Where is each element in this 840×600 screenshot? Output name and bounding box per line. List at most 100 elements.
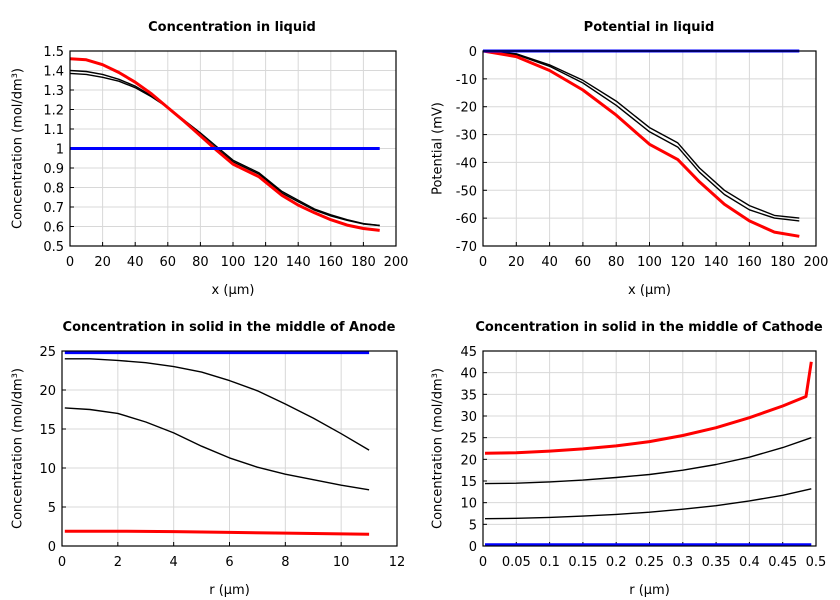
x-tick-label: 180 xyxy=(770,255,795,270)
x-tick-label: 100 xyxy=(637,255,662,270)
x-tick-label: 0.25 xyxy=(635,555,664,570)
y-tick-label: 5 xyxy=(48,501,56,516)
y-tick-label: 0.8 xyxy=(43,182,64,197)
plot-frame xyxy=(482,350,817,547)
x-tick-label: 200 xyxy=(384,255,409,270)
x-tick-label: 40 xyxy=(127,255,144,270)
x-tick-label: 0 xyxy=(58,555,66,570)
y-tick-label: 25 xyxy=(39,345,56,360)
y-tick-label: -30 xyxy=(456,129,477,144)
y-tick-label: 35 xyxy=(460,388,477,403)
x-axis-label: x (µm) xyxy=(212,283,255,298)
subplot-4: 0 0.05 0.1 0.15 0.2 0.25 0.3 0.35 0.4 0.45 0.5 0 5 10… xyxy=(431,320,827,598)
chart-title: Concentration in solid in the middle of … xyxy=(475,320,823,335)
x-tick-label: 0.15 xyxy=(568,555,597,570)
y-axis-label: Potential (mV) xyxy=(431,102,446,195)
series-line-1 xyxy=(70,69,380,227)
y-tick-label: 0.9 xyxy=(43,162,64,177)
series-line-3 xyxy=(484,361,813,455)
y-axis-label: Concentration (mol/dm³) xyxy=(431,368,446,529)
x-tick-label: 0.2 xyxy=(606,555,627,570)
series-line-3 xyxy=(483,49,800,238)
y-tick-label: 20 xyxy=(460,453,477,468)
y-tick-label: 0.6 xyxy=(43,221,64,236)
series-line-2 xyxy=(484,488,812,520)
y-tick-label: -40 xyxy=(456,156,477,171)
y-tick-label: 20 xyxy=(39,384,56,399)
x-tick-label: 0.1 xyxy=(539,555,560,570)
x-tick-label: 2 xyxy=(114,555,122,570)
y-tick-label: 15 xyxy=(39,423,56,438)
series-line-3 xyxy=(64,529,370,536)
x-tick-label: 180 xyxy=(351,255,376,270)
x-tick-label: 80 xyxy=(608,255,625,270)
series-line-3 xyxy=(70,57,380,232)
x-tick-label: 20 xyxy=(94,255,111,270)
plot-frame xyxy=(61,350,398,547)
subplot-1: 0 20 40 60 80 100 120 140 160 180 200 0.5 0.6 0.7 0.8 0… xyxy=(11,20,409,298)
series-line-2 xyxy=(64,407,370,491)
x-tick-label: 160 xyxy=(318,255,343,270)
x-tick-label: 200 xyxy=(804,255,829,270)
y-tick-label: -20 xyxy=(456,101,477,116)
y-tick-label: 1.3 xyxy=(43,84,64,99)
y-tick-label: 1 xyxy=(56,143,64,158)
plot-frame xyxy=(69,50,397,247)
x-tick-label: 120 xyxy=(670,255,695,270)
y-tick-label: 1.1 xyxy=(43,123,64,138)
y-tick-label: -50 xyxy=(456,184,477,199)
x-tick-label: 0 xyxy=(479,555,487,570)
x-tick-label: 4 xyxy=(170,555,178,570)
y-tick-label: 5 xyxy=(469,518,477,533)
y-tick-label: 15 xyxy=(460,475,477,490)
chart-title: Concentration in liquid xyxy=(148,20,316,35)
plot-frame xyxy=(482,50,817,247)
x-tick-label: 60 xyxy=(575,255,592,270)
chart-title: Concentration in solid in the middle of … xyxy=(63,320,396,335)
y-tick-label: -10 xyxy=(456,73,477,88)
y-tick-label: 10 xyxy=(460,497,477,512)
x-tick-label: 140 xyxy=(704,255,729,270)
subplot-2: 0 20 40 60 80 100 120 140 160 180 200 -70 -60 -50 -40 -… xyxy=(431,20,829,298)
subplot-3: 0 2 4 6 8 10 12 0 5 10 15 20 25 Concentration in soli… xyxy=(11,320,406,598)
x-tick-label: 100 xyxy=(221,255,246,270)
x-tick-label: 160 xyxy=(737,255,762,270)
y-tick-label: 0 xyxy=(469,540,477,555)
series-line-2 xyxy=(483,50,800,222)
x-tick-label: 20 xyxy=(508,255,525,270)
x-tick-label: 6 xyxy=(225,555,233,570)
x-tick-label: 40 xyxy=(541,255,558,270)
x-axis-label: r (µm) xyxy=(209,583,250,598)
y-tick-label: 10 xyxy=(39,462,56,477)
y-tick-label: -60 xyxy=(456,212,477,227)
y-tick-label: 0.7 xyxy=(43,201,64,216)
y-tick-label: 0 xyxy=(469,45,477,60)
y-tick-label: 1.5 xyxy=(43,45,64,60)
y-tick-label: 0.5 xyxy=(43,240,64,255)
x-tick-label: 0 xyxy=(66,255,74,270)
series-line-1 xyxy=(484,437,812,485)
x-tick-label: 12 xyxy=(389,555,406,570)
x-tick-label: 8 xyxy=(281,555,289,570)
y-tick-label: 45 xyxy=(460,345,477,360)
x-tick-label: 0 xyxy=(479,255,487,270)
y-tick-label: 40 xyxy=(460,367,477,382)
x-tick-label: 10 xyxy=(333,555,350,570)
x-tick-label: 0.4 xyxy=(739,555,760,570)
y-tick-label: 1.4 xyxy=(43,65,64,80)
series-line-1 xyxy=(64,358,370,451)
x-tick-label: 0.5 xyxy=(806,555,827,570)
x-tick-label: 120 xyxy=(253,255,278,270)
series-line-1 xyxy=(483,50,800,219)
y-tick-label: 1.2 xyxy=(43,104,64,119)
y-tick-label: 25 xyxy=(460,432,477,447)
x-tick-label: 0.05 xyxy=(502,555,531,570)
x-tick-label: 0.45 xyxy=(768,555,797,570)
x-tick-label: 60 xyxy=(160,255,177,270)
x-tick-label: 0.35 xyxy=(702,555,731,570)
y-axis-label: Concentration (mol/dm³) xyxy=(11,368,26,529)
y-tick-label: -70 xyxy=(456,240,477,255)
y-tick-label: 0 xyxy=(48,540,56,555)
x-tick-label: 140 xyxy=(286,255,311,270)
